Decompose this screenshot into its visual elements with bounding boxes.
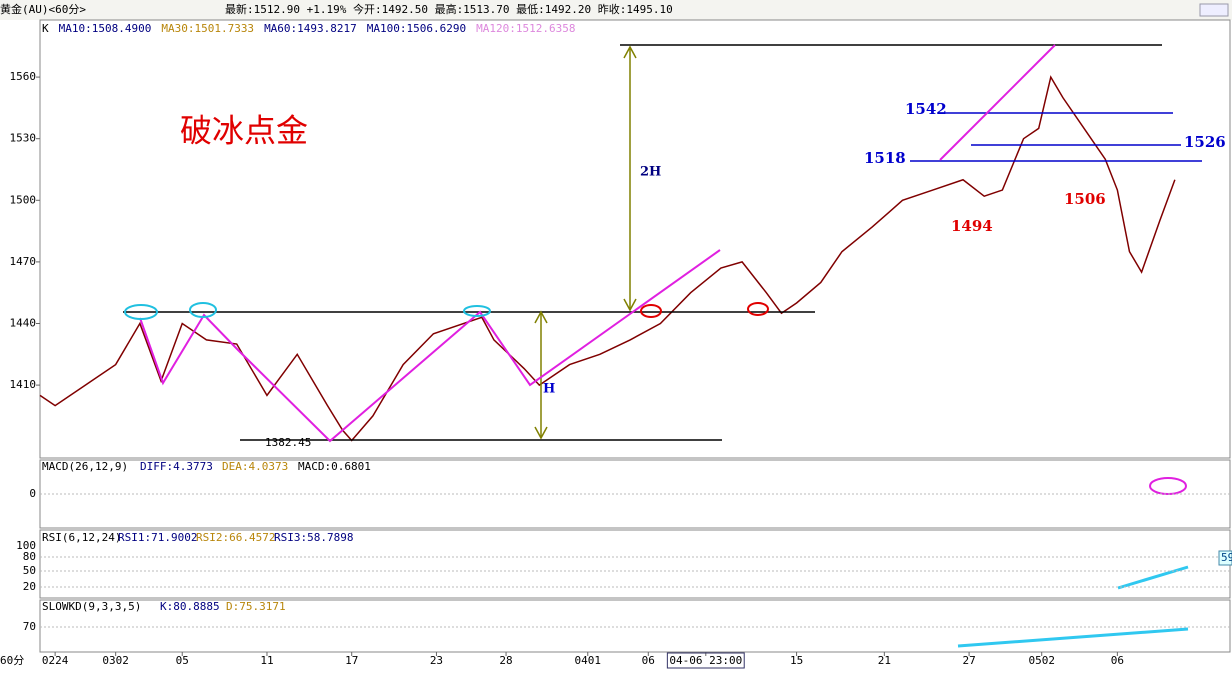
x-tick-label: 23 [430, 654, 443, 667]
y-tick-label: 1500 [10, 193, 37, 206]
side-label: 59 [1221, 551, 1232, 564]
nav-button[interactable] [1199, 3, 1229, 17]
x-tick-label: 06 [642, 654, 655, 667]
drawings [123, 44, 1202, 648]
x-tick-label: 0502 [1028, 654, 1055, 667]
legend-entry: MA60:1493.8217 [264, 22, 357, 35]
header-bar [0, 0, 1232, 20]
ma-legend: K MA10:1508.4900 MA30:1501.7333 MA60:1493.8… [42, 22, 575, 35]
x-tick-label: 27 [962, 654, 975, 667]
annotation: 1526 [1184, 133, 1226, 151]
y-tick-label: 1470 [10, 255, 37, 268]
x-tick-label: 0302 [102, 654, 129, 667]
kd-legend: K:80.8885 [160, 600, 220, 613]
macd-legend: MACD(26,12,9) [42, 460, 128, 473]
x-tick-label: 04-06 23:00 [669, 654, 742, 667]
period: 60分 [0, 654, 24, 667]
legend-entry: MA100:1506.6290 [367, 22, 466, 35]
macd-legend: DEA:4.0373 [222, 460, 288, 473]
annotation: H [543, 382, 555, 397]
side-tag [1218, 550, 1232, 566]
annotation: 1494 [951, 217, 993, 235]
legend-entry: MA30:1501.7333 [161, 22, 254, 35]
quote: 最新:1512.90 +1.19% 今开:1492.50 最高:1513.70 … [225, 2, 673, 16]
x-tick-label: 0401 [575, 654, 602, 667]
x-tick-label: 05 [176, 654, 189, 667]
x-tick-label: 11 [260, 654, 273, 667]
chart-title: 破冰点金 [180, 112, 308, 150]
rsi-legend: RSI2:66.4572 [196, 531, 275, 544]
legend-entry: MA120:1512.6358 [476, 22, 575, 35]
annotation: 1542 [905, 100, 947, 118]
macd-tick: 0 [29, 487, 36, 500]
x-tick-label: 15 [790, 654, 803, 667]
rsi-tick: 100 [16, 539, 36, 552]
macd-legend: DIFF:4.3773 [140, 460, 213, 473]
rsi-grid [40, 556, 1230, 588]
macd-legend: MACD:0.6801 [298, 460, 371, 473]
y-tick-label: 1560 [10, 70, 37, 83]
annotation: 1382.45 [265, 436, 311, 449]
rsi-legend: RSI3:58.7898 [274, 531, 353, 544]
rsi-legend: RSI1:71.9002 [118, 531, 197, 544]
legend-entry: K [42, 22, 49, 35]
x-tick-label: 17 [345, 654, 358, 667]
y-tick-label: 1410 [10, 378, 37, 391]
y-tick-label: 1440 [10, 316, 37, 329]
x-tick-label: 0224 [42, 654, 69, 667]
rsi-tick: 80 [23, 550, 36, 563]
rsi-tick: 50 [23, 564, 36, 577]
legend-entry: MA10:1508.4900 [59, 22, 152, 35]
symbol: 黄金(AU)<60分> [0, 2, 86, 16]
x-axis: 0224 0302 05 11 17 23 28 0401 06 04-06 23:00 15 21 2… [42, 652, 1124, 669]
x-tick-label: 21 [878, 654, 891, 667]
annotation: 1518 [864, 149, 906, 167]
kd-legend: SLOWKD(9,3,3,5) [42, 600, 141, 613]
x-tick-label: 06 [1111, 654, 1124, 667]
kd-tick: 70 [23, 620, 36, 633]
annotation: 2H [640, 165, 661, 180]
y-tick-label: 1530 [10, 132, 37, 145]
cursor-time [666, 652, 745, 669]
x-tick-label: 28 [499, 654, 512, 667]
annotation: 1506 [1064, 190, 1106, 208]
rsi-legend: RSI(6,12,24) [42, 531, 121, 544]
rsi-tick: 20 [23, 580, 36, 593]
kd-legend: D:75.3171 [226, 600, 286, 613]
